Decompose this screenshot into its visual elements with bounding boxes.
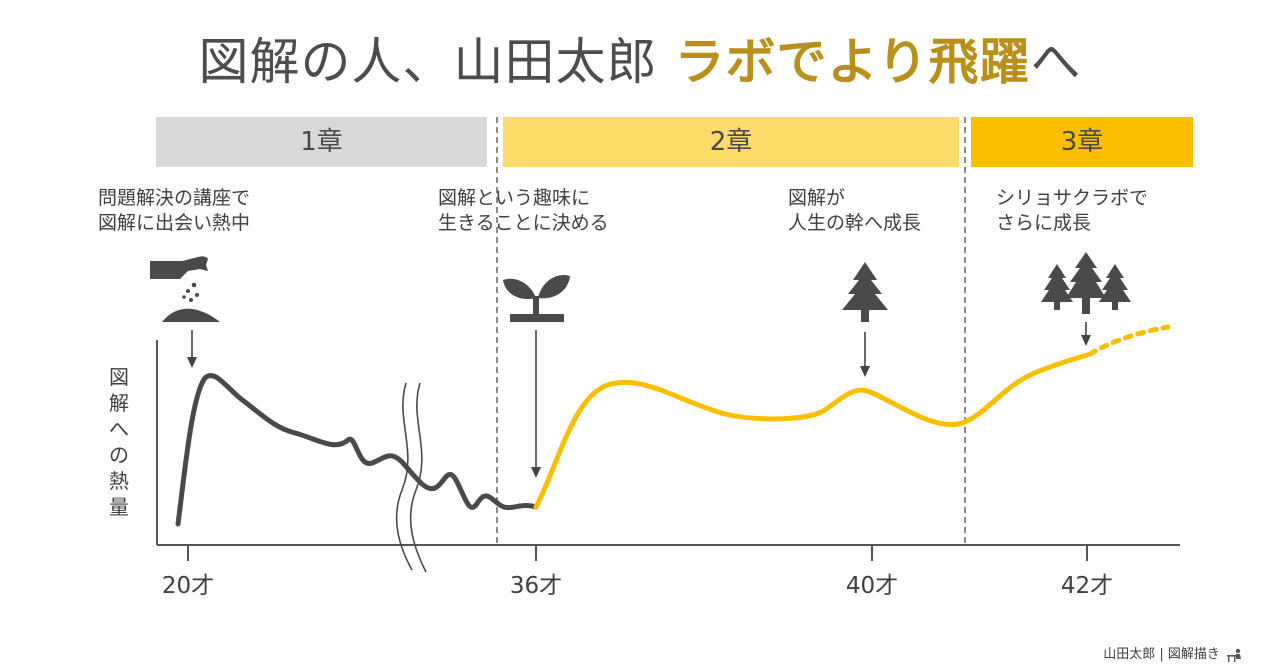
y-axis-label-char: へ [109, 417, 129, 441]
title-highlight: ラボでより飛躍 [674, 33, 1031, 91]
event-2-text: 図解という趣味に 生きることに決める [438, 186, 609, 236]
y-axis-label-char: 解 [109, 391, 129, 415]
y-axis-label: 図解への熱量 [107, 364, 131, 520]
x-label-36: 36才 [509, 573, 563, 599]
event-4-line2: さらに成長 [996, 212, 1092, 234]
event-1-line1: 問題解決の講座で [98, 187, 251, 209]
arrow-event-1 [187, 330, 197, 368]
event-3-text: 図解が 人生の幹へ成長 [788, 186, 921, 236]
title-main: 図解の人、山田太郎 [198, 33, 658, 91]
credit-text: 山田太郎 | 図解描き [1103, 647, 1220, 662]
chapter-3-label: 3章 [1060, 127, 1104, 157]
event-1-text: 問題解決の講座で 図解に出会い熱中 [98, 186, 250, 236]
passion-curve-before [175, 373, 539, 527]
passion-curve-future [1087, 324, 1171, 357]
desk-worker-icon [1227, 648, 1241, 662]
chapter-2-bar: 2章 [503, 117, 959, 167]
seed-sowing-icon [150, 256, 220, 322]
event-1-line2: 図解に出会い熱中 [98, 212, 251, 234]
chapter-1-bar: 1章 [156, 117, 487, 167]
x-label-20: 20才 [161, 573, 215, 599]
y-axis-label-char: の [109, 443, 129, 467]
y-axis-label-char: 量 [109, 495, 129, 519]
chapter-2-label: 2章 [709, 127, 753, 157]
arrow-event-3 [860, 332, 870, 377]
x-label-40: 40才 [845, 573, 899, 599]
x-label-42: 42才 [1060, 573, 1114, 599]
event-4-line1: シリョサクラボで [996, 187, 1149, 209]
chapter-3-bar: 3章 [971, 117, 1193, 167]
event-3-line2: 人生の幹へ成長 [788, 212, 922, 234]
arrow-event-4 [1081, 322, 1091, 346]
event-2-line2: 生きることに決める [438, 212, 609, 234]
page-title: 図解の人、山田太郎 ラボでより飛躍へ [0, 22, 1280, 94]
event-4-text: シリョサクラボで さらに成長 [996, 186, 1148, 236]
title-suffix: へ [1030, 33, 1082, 91]
y-axis-label-char: 図 [109, 365, 129, 389]
passion-curve-after [533, 352, 1090, 510]
forest-icon [1041, 252, 1131, 314]
y-axis-label-char: 熱 [109, 469, 129, 493]
sprout-icon [503, 274, 570, 322]
tree-icon [842, 262, 888, 322]
time-break-mark [395, 382, 427, 573]
event-2-line1: 図解という趣味に [438, 187, 591, 209]
chapter-1-label: 1章 [300, 127, 343, 157]
credit: 山田太郎 | 図解描き [1103, 643, 1244, 662]
event-3-line1: 図解が [788, 187, 846, 209]
arrow-event-2 [531, 330, 541, 478]
